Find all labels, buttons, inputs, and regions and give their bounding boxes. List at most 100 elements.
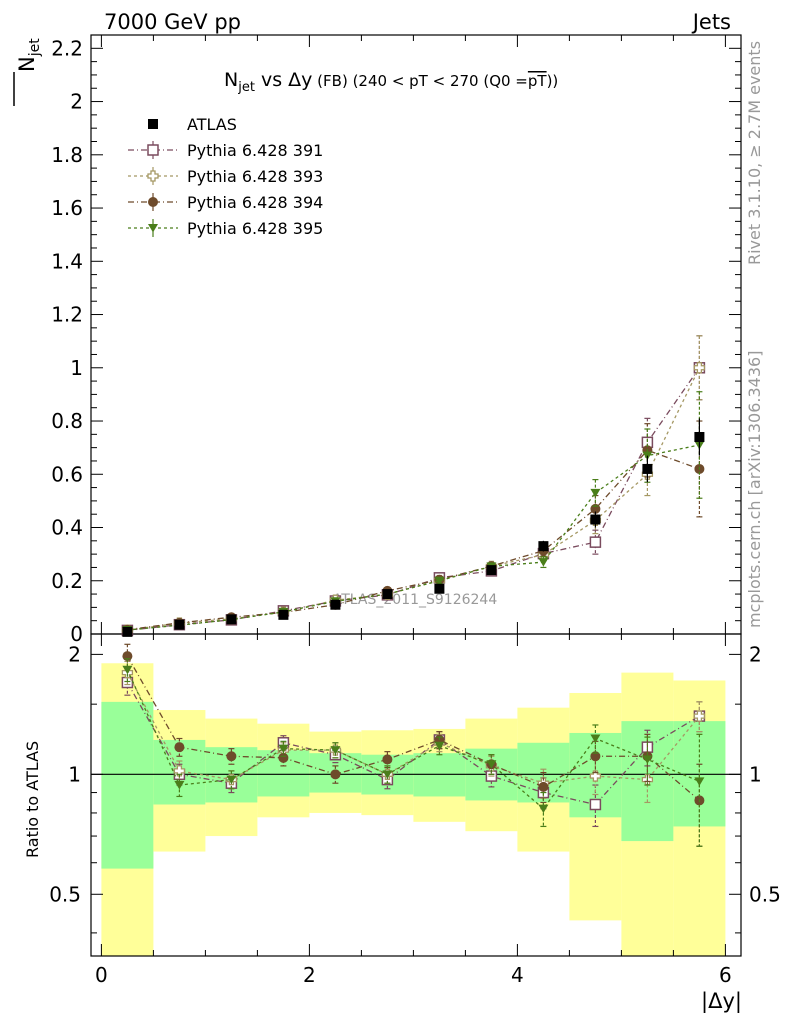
series-point-ratio xyxy=(382,770,393,779)
legend-marker xyxy=(148,224,158,233)
atlas-point xyxy=(278,609,289,620)
title-main-sub: jet xyxy=(237,80,255,95)
title-fb: (FB) xyxy=(312,72,347,90)
legend-entry-atlas: ATLAS xyxy=(148,115,237,134)
atlas-point xyxy=(538,541,549,552)
x-tick-label: 2 xyxy=(303,963,316,987)
series-point-ratio xyxy=(590,734,601,744)
axes: 0 2 4 600.20.40.60.811.21.41.61.822.20.5 0.5… xyxy=(49,34,781,987)
series-point-ratio xyxy=(538,804,549,814)
series-point-ratio xyxy=(122,665,133,675)
legend-marker-atlas xyxy=(148,119,158,129)
y-axis-label: Njet xyxy=(13,38,43,106)
series-line-ratio xyxy=(126,669,700,810)
x-tick-label: 4 xyxy=(511,963,524,987)
series-point-ratio xyxy=(174,742,185,753)
legend-entry-2: Pythia 6.428 394 xyxy=(128,193,323,212)
series-layer xyxy=(121,335,706,847)
y-tick-label: 0.4 xyxy=(51,516,83,540)
y-axis-label-main: N xyxy=(15,56,39,72)
series-point-ratio xyxy=(173,765,186,777)
y-tick-label: 0.6 xyxy=(51,462,83,486)
legend-entry-1: Pythia 6.428 393 xyxy=(128,167,323,186)
band-inner-0 xyxy=(101,701,154,869)
title-cuts: (240 < pT < 270 (Q0 = xyxy=(348,72,528,90)
legend-marker xyxy=(148,197,158,207)
series-point-ratio xyxy=(278,744,289,754)
y-tick-label: 2 xyxy=(70,90,83,114)
ratio-tick-label-left: 0.5 xyxy=(49,882,81,906)
series-point-ratio xyxy=(693,710,706,722)
x-tick-label: 6 xyxy=(719,963,732,987)
atlas-point xyxy=(174,619,185,630)
ratio-frame xyxy=(90,633,742,957)
series-line-main xyxy=(127,449,700,631)
ratio-bands xyxy=(101,663,726,956)
series-point-ratio xyxy=(330,746,341,755)
legend-entry-3: Pythia 6.428 395 xyxy=(128,219,323,238)
series-point-main xyxy=(693,362,706,374)
y-tick-label: 0.8 xyxy=(51,409,83,433)
title-vs: vs Δy xyxy=(255,69,312,91)
legend-marker xyxy=(147,144,159,156)
series-line-main xyxy=(127,444,700,631)
y-tick-label: 1 xyxy=(70,356,83,380)
plot-title: Njet vs Δy (FB) (240 < pT < 270 (Q0 =pT)… xyxy=(224,69,558,95)
legend-label: Pythia 6.428 391 xyxy=(187,141,323,160)
series-point-ratio xyxy=(382,754,393,765)
ratio-tick-label-left: 1 xyxy=(68,762,81,786)
y-tick-label: 1.2 xyxy=(51,303,83,327)
atlas-point xyxy=(330,599,341,610)
ratio-tick-label-right: 0.5 xyxy=(749,882,781,906)
watermark: ATLAS_2011_S9126244 xyxy=(333,592,498,608)
ratio-tick-label-left: 2 xyxy=(68,642,81,666)
legend-label: Pythia 6.428 393 xyxy=(187,167,323,186)
atlas-point xyxy=(434,583,445,594)
process-label: Jets xyxy=(691,10,731,34)
x-tick-label: 0 xyxy=(95,963,108,987)
legend-label: Pythia 6.428 395 xyxy=(187,219,323,238)
side-label-top: Rivet 3.1.10, ≥ 2.7M events xyxy=(745,41,764,265)
atlas-point xyxy=(642,463,653,474)
series-point-main xyxy=(589,536,602,548)
series-point-ratio xyxy=(330,769,341,780)
series-line-ratio xyxy=(126,672,700,784)
y-tick-label: 1.8 xyxy=(51,143,83,167)
title-close: )) xyxy=(547,72,559,90)
y-tick-label: 0.2 xyxy=(51,569,83,593)
title-pt-bar: pT xyxy=(528,72,548,90)
y-tick-label: 2.2 xyxy=(51,36,83,60)
series-point-main xyxy=(590,488,601,498)
series-point-main xyxy=(434,576,445,586)
ratio-tick-label-right: 2 xyxy=(749,642,762,666)
atlas-point xyxy=(590,514,601,525)
series-line-main xyxy=(127,367,700,632)
series-point-ratio xyxy=(434,741,445,751)
series-point-ratio xyxy=(538,781,549,792)
series-point-ratio xyxy=(694,777,705,786)
atlas-point xyxy=(486,565,497,576)
series-point-ratio xyxy=(642,755,653,764)
svg-text:Njet: Njet xyxy=(15,38,43,72)
series-point-ratio xyxy=(589,770,602,782)
y-tick-label: 1.6 xyxy=(51,196,83,220)
series-line-ratio xyxy=(126,655,700,801)
series-point-ratio xyxy=(278,752,289,763)
atlas-point xyxy=(694,431,705,442)
side-label-bottom: mcplots.cern.ch [arXiv:1306.3436] xyxy=(745,351,764,628)
atlas-point xyxy=(226,614,237,625)
y-tick-label: 0 xyxy=(70,622,83,646)
y-tick-label: 1.4 xyxy=(51,249,83,273)
legend: ATLAS Pythia 6.428 391 Pythia 6.428 393 Pyt… xyxy=(128,115,323,238)
energy-label: 7000 GeV pp xyxy=(104,10,241,34)
title-main: N xyxy=(224,69,238,91)
y-axis-label-sub: jet xyxy=(27,38,43,58)
ratio-tick-label-right: 1 xyxy=(749,762,762,786)
legend-label-atlas: ATLAS xyxy=(187,115,237,134)
atlas-point xyxy=(382,589,393,600)
atlas-data xyxy=(122,418,705,637)
series-point-main xyxy=(538,558,549,567)
series-point-ratio xyxy=(226,775,237,785)
legend-marker xyxy=(147,170,159,182)
